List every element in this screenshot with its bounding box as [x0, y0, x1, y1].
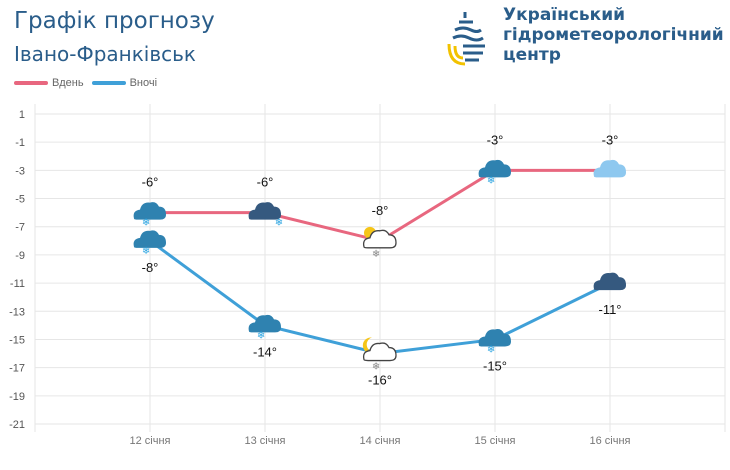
data-label: -6° — [257, 175, 274, 190]
data-label: -8° — [372, 203, 389, 218]
snowflake-icon: ❄ — [372, 362, 380, 373]
page-title: Графік прогнозу — [14, 8, 215, 34]
cloud-snow-icon: ❄ — [133, 202, 166, 229]
moon-cloud-snow-icon: ❄ — [362, 337, 397, 373]
x-tick-label: 15 січня — [475, 435, 516, 447]
cloud-snow-icon: ❄ — [478, 328, 511, 355]
cloud-icon — [248, 314, 281, 333]
x-tick-label: 14 січня — [360, 435, 401, 447]
y-tick-label: 1 — [19, 109, 25, 121]
cloud-icon — [593, 272, 626, 291]
legend-label: Вночі — [129, 77, 158, 89]
sun-cloud-snow-icon: ❄ — [362, 226, 397, 260]
snowflake-icon: ❄ — [142, 246, 150, 257]
data-label: -14° — [253, 344, 277, 359]
data-label: -11° — [598, 302, 621, 317]
y-tick-label: -11 — [10, 278, 25, 290]
cloud-snow-icon: ❄ — [133, 230, 166, 257]
data-label: -15° — [483, 358, 507, 373]
x-tick-label: 12 січня — [130, 435, 171, 447]
x-tick-label: 16 січня — [590, 435, 631, 447]
snowflake-icon: ❄ — [142, 218, 150, 229]
light-cloud-icon — [593, 159, 626, 178]
moon-icon — [362, 337, 376, 354]
cloud-icon — [593, 159, 626, 178]
snowflake-icon: ❄ — [257, 330, 265, 341]
y-tick-label: -3 — [15, 165, 25, 177]
legend-label: Вдень — [52, 77, 84, 89]
y-tick-label: -21 — [9, 419, 25, 431]
ukrhydromet-logo-icon — [447, 12, 485, 66]
snowflake-icon: ❄ — [275, 218, 283, 229]
y-tick-label: -5 — [15, 194, 25, 206]
org-line: гідрометеорологічний — [503, 25, 724, 45]
data-label: -6° — [142, 175, 159, 190]
cloud-icon — [248, 202, 281, 220]
cloud-icon — [362, 229, 397, 249]
cloud-icon — [478, 328, 511, 347]
legend-item-day[interactable]: Вдень — [14, 77, 84, 89]
cloud-icon — [362, 342, 397, 362]
data-label: -16° — [368, 373, 392, 388]
snowflake-icon: ❄ — [372, 249, 380, 260]
dark-cloud-snow-icon: ❄ — [248, 202, 283, 229]
cloud-snow-icon: ❄ — [478, 159, 511, 186]
data-label: -3° — [602, 132, 619, 147]
chart-legend: Вдень Вночі — [14, 77, 157, 89]
y-tick-label: -15 — [9, 334, 25, 346]
data-label: -3° — [487, 132, 504, 147]
dark-cloud-icon — [593, 272, 626, 291]
cloud-icon — [478, 159, 511, 178]
y-tick-label: -1 — [15, 137, 25, 149]
snowflake-icon: ❄ — [487, 344, 495, 355]
organization-name: Український гідрометеорологічний центр — [503, 5, 724, 65]
snowflake-icon: ❄ — [487, 175, 495, 186]
legend-item-night[interactable]: Вночі — [91, 77, 158, 89]
cloud-icon — [133, 230, 166, 248]
y-tick-label: -7 — [15, 222, 25, 234]
cloud-icon — [133, 202, 166, 220]
y-tick-label: -19 — [9, 391, 25, 403]
x-tick-label: 13 січня — [245, 435, 286, 447]
city-name: Івано-Франківськ — [14, 42, 197, 66]
y-tick-label: -9 — [15, 250, 25, 262]
org-line: центр — [503, 45, 561, 65]
org-line: Український — [503, 5, 626, 25]
data-label: -8° — [142, 260, 159, 275]
y-tick-label: -17 — [9, 363, 25, 375]
y-tick-label: -13 — [9, 306, 25, 318]
cloud-snow-icon: ❄ — [248, 314, 281, 341]
